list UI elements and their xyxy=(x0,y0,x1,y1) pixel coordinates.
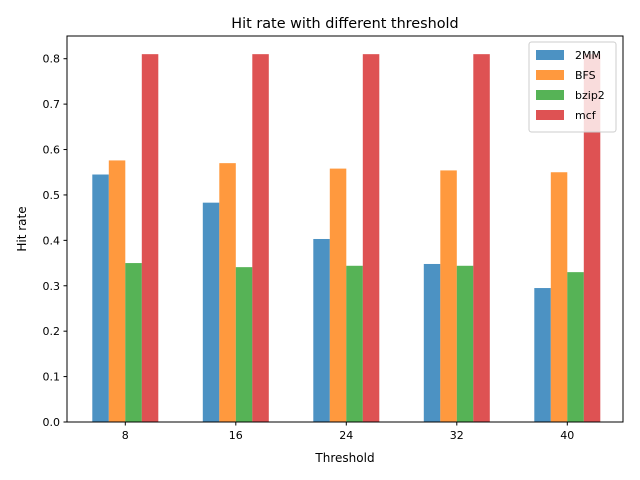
bar-bzip2-24 xyxy=(346,265,363,422)
x-tick-label: 32 xyxy=(450,429,464,442)
legend-swatch-2mm xyxy=(536,50,564,60)
bar-2mm-32 xyxy=(423,263,441,422)
x-axis-label: Threshold xyxy=(314,451,374,465)
plot-frame xyxy=(66,35,624,423)
bar-mcf-32 xyxy=(473,54,490,422)
bar-mcf-16 xyxy=(252,54,269,422)
bar-bfs-24 xyxy=(329,168,347,422)
x-tick-label: 8 xyxy=(122,429,129,442)
bar-bzip2-40 xyxy=(567,272,584,422)
y-tick-label: 0.1 xyxy=(43,371,61,384)
bar-bfs-16 xyxy=(219,163,236,422)
x-tick-label: 24 xyxy=(339,429,353,442)
bars-group xyxy=(92,54,601,422)
legend-box xyxy=(528,41,617,133)
legend-label-2mm: 2MM xyxy=(575,49,601,62)
y-tick-label: 0.5 xyxy=(43,189,61,202)
bar-bzip2-32 xyxy=(456,265,474,422)
bar-mcf-40 xyxy=(583,54,601,422)
legend-label-bfs: BFS xyxy=(575,69,596,82)
bar-bzip2-16 xyxy=(235,267,253,422)
bar-mcf-24 xyxy=(362,54,380,422)
bar-bzip2-8 xyxy=(125,263,142,422)
legend: 2MM BFS bzip2 mcf xyxy=(528,41,617,133)
y-tick-label: 0.2 xyxy=(43,325,61,338)
legend-swatch-mcf xyxy=(536,110,564,120)
x-axis: 8 16 24 32 40 xyxy=(122,422,574,442)
legend-swatch-bfs xyxy=(536,70,564,80)
y-tick-label: 0.0 xyxy=(43,416,61,429)
y-tick-label: 0.3 xyxy=(43,280,61,293)
y-axis-label: Hit rate xyxy=(15,206,29,251)
y-axis: 0.0 0.1 0.2 0.3 0.4 0.5 0.6 0.7 0.8 xyxy=(43,53,67,429)
y-tick-label: 0.7 xyxy=(43,98,61,111)
chart-title: Hit rate with different threshold xyxy=(231,16,458,32)
bar-bfs-40 xyxy=(550,172,568,422)
bar-mcf-8 xyxy=(141,54,159,422)
legend-swatch-bzip2 xyxy=(536,90,564,100)
bar-2mm-8 xyxy=(92,174,109,422)
bar-bfs-32 xyxy=(440,170,457,422)
x-tick-label: 40 xyxy=(560,429,574,442)
y-tick-label: 0.4 xyxy=(43,234,61,247)
legend-label-mcf: mcf xyxy=(575,109,597,122)
legend-label-bzip2: bzip2 xyxy=(575,89,605,102)
y-tick-label: 0.8 xyxy=(43,53,61,66)
x-tick-label: 16 xyxy=(229,429,243,442)
bar-bfs-8 xyxy=(108,160,126,422)
bar-2mm-24 xyxy=(313,238,330,422)
bar-2mm-40 xyxy=(534,288,551,422)
y-tick-label: 0.6 xyxy=(43,144,61,157)
bar-2mm-16 xyxy=(202,202,220,422)
